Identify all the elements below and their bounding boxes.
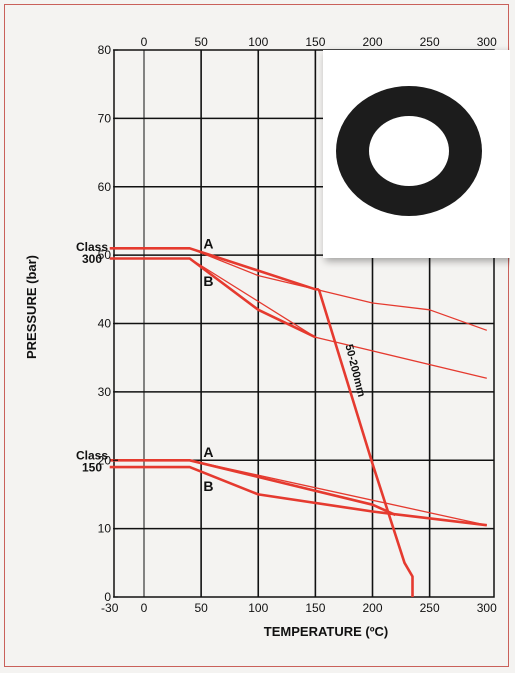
- class-label-line2: 150: [82, 461, 102, 475]
- y-tick-label: 0: [104, 590, 111, 604]
- series-line: [317, 288, 414, 597]
- series-group: [109, 247, 488, 597]
- x-tick-label-bottom: 200: [362, 601, 382, 615]
- curve-label: B: [203, 273, 213, 289]
- x-tick-label-bottom: 300: [477, 601, 497, 615]
- y-tick-label: 30: [98, 385, 112, 399]
- y-tick-label: 20: [98, 453, 112, 467]
- curve-label: A: [203, 235, 213, 251]
- y-tick-label: 60: [98, 180, 112, 194]
- series-line: [109, 465, 487, 527]
- gasket-inset: [323, 50, 513, 258]
- series-line: [109, 458, 396, 517]
- x-tick-label-top: 150: [305, 35, 325, 49]
- x-tick-label-top: 50: [194, 35, 208, 49]
- size-range-annotation: 50-200mm: [343, 343, 368, 398]
- x-tick-label-top: 0: [141, 35, 148, 49]
- class-label-line2: 300: [82, 252, 102, 266]
- y-axis-title: PRESSURE (bar): [24, 255, 39, 359]
- chart-frame: 0 10 20 30 40 50 60 70 80 -30 0 50 100 150 200 250 300 0 5…: [4, 4, 513, 667]
- x-tick-label-bottom: 100: [248, 601, 268, 615]
- class-label-line1: Class: [76, 240, 108, 254]
- x-tick-label-bottom: 50: [194, 601, 208, 615]
- class-label-line1: Class: [76, 449, 108, 463]
- y-tick-label: 10: [98, 522, 112, 536]
- y-tick-label: 40: [98, 317, 112, 331]
- x-tick-label-top: 200: [362, 35, 382, 49]
- y-tick-label: 70: [98, 111, 112, 125]
- series-line: [189, 459, 487, 526]
- x-axis-title: TEMPERATURE (ºC): [264, 624, 388, 639]
- x-tick-label-bottom: 250: [420, 601, 440, 615]
- y-tick-label: 80: [98, 43, 112, 57]
- series-line: [109, 257, 316, 339]
- x-tick-label-bottom: 150: [305, 601, 325, 615]
- curve-label: B: [203, 478, 213, 494]
- x-tick-label-bottom: -30: [101, 601, 119, 615]
- gasket-ring-icon: [336, 86, 482, 216]
- x-tick-label-bottom: 0: [141, 601, 148, 615]
- curve-label: A: [203, 444, 213, 460]
- y-tick-label: 50: [98, 248, 112, 262]
- series-line: [189, 257, 487, 379]
- series-line: [189, 247, 488, 331]
- x-tick-label-top: 250: [420, 35, 440, 49]
- x-tick-label-top: 100: [248, 35, 268, 49]
- x-tick-label-top: 300: [477, 35, 497, 49]
